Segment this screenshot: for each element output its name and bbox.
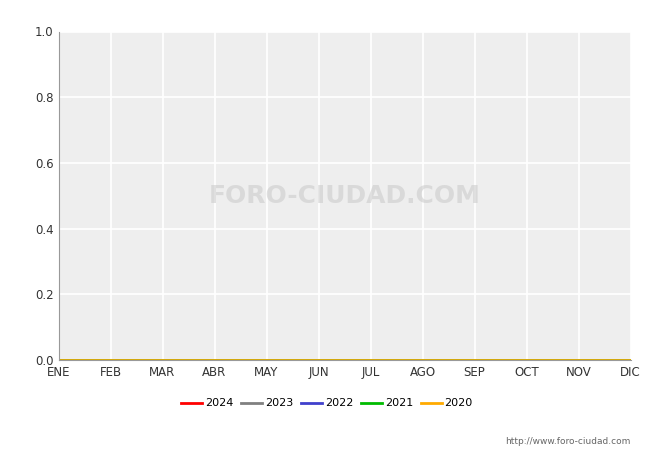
Text: 2023: 2023 [265,398,293,408]
Text: Matriculaciones de Vehiculos en Donvidas: Matriculaciones de Vehiculos en Donvidas [151,8,499,26]
Text: 2021: 2021 [385,398,413,408]
Text: 2022: 2022 [325,398,354,408]
Text: http://www.foro-ciudad.com: http://www.foro-ciudad.com [505,436,630,446]
Text: 2020: 2020 [445,398,473,408]
Text: 2024: 2024 [205,398,234,408]
Text: FORO-CIUDAD.COM: FORO-CIUDAD.COM [209,184,480,208]
